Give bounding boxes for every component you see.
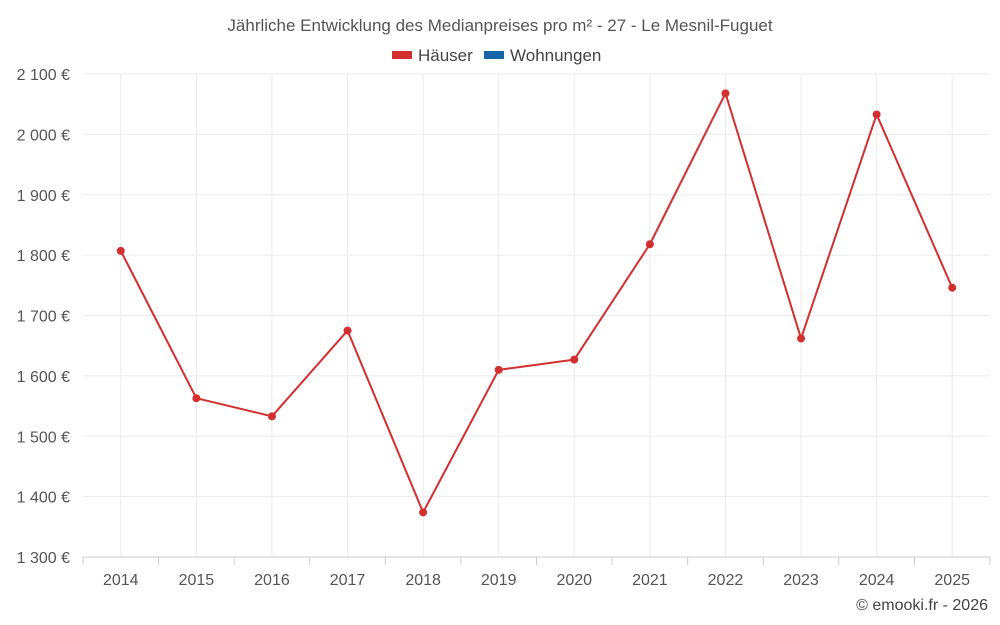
x-tick-label: 2023 [783, 572, 819, 589]
y-tick-label: 2 000 € [17, 127, 70, 144]
legend-label-wohnungen: Wohnungen [510, 46, 601, 65]
y-tick-label: 1 800 € [17, 248, 70, 265]
data-point[interactable] [192, 394, 201, 403]
x-tick-label: 2018 [405, 572, 441, 589]
series-line [119, 92, 954, 514]
data-point[interactable] [645, 240, 654, 249]
x-tick-label: 2020 [556, 572, 592, 589]
x-tick-label: 2022 [708, 572, 744, 589]
legend: Häuser Wohnungen [392, 46, 601, 65]
data-point[interactable] [267, 412, 276, 421]
data-point[interactable] [419, 508, 428, 517]
x-tick-label: 2014 [103, 572, 139, 589]
data-point[interactable] [797, 334, 806, 343]
data-point[interactable] [570, 355, 579, 364]
y-axis: 1 300 € 1 400 € 1 500 € 1 600 € 1 700 € 1 800… [17, 67, 70, 567]
chart-title: Jährliche Entwicklung des Medianpreises … [227, 16, 772, 35]
x-tick-label: 2019 [481, 572, 517, 589]
legend-item-wohnungen[interactable]: Wohnungen [484, 46, 601, 65]
y-tick-label: 1 700 € [17, 309, 70, 326]
x-axis: 2014 2015 2016 2017 2018 2019 2020 2021 2022 2023… [82, 556, 991, 589]
credit-text: © emooki.fr - 2026 [856, 597, 988, 614]
data-point[interactable] [494, 365, 503, 374]
x-tick-label: 2017 [330, 572, 366, 589]
y-tick-label: 1 900 € [17, 188, 70, 205]
y-tick-label: 1 600 € [17, 369, 70, 386]
series-layer [116, 89, 957, 517]
y-tick-label: 1 500 € [17, 429, 70, 446]
x-tick-label: 2015 [179, 572, 215, 589]
legend-swatch-wohnungen [484, 51, 504, 59]
grid [83, 73, 990, 557]
data-point[interactable] [116, 246, 125, 255]
data-point[interactable] [343, 326, 352, 335]
data-point[interactable] [721, 89, 730, 98]
legend-item-haeuser[interactable]: Häuser [392, 46, 473, 65]
x-tick-label: 2025 [934, 572, 970, 589]
data-point[interactable] [872, 110, 881, 119]
legend-label-haeuser: Häuser [418, 46, 473, 65]
x-tick-label: 2021 [632, 572, 668, 589]
legend-swatch-haeuser [392, 51, 412, 59]
data-point[interactable] [948, 283, 957, 292]
y-tick-label: 2 100 € [17, 67, 70, 84]
x-tick-label: 2016 [254, 572, 290, 589]
x-tick-label: 2024 [859, 572, 895, 589]
y-tick-label: 1 300 € [17, 550, 70, 567]
y-tick-label: 1 400 € [17, 490, 70, 507]
